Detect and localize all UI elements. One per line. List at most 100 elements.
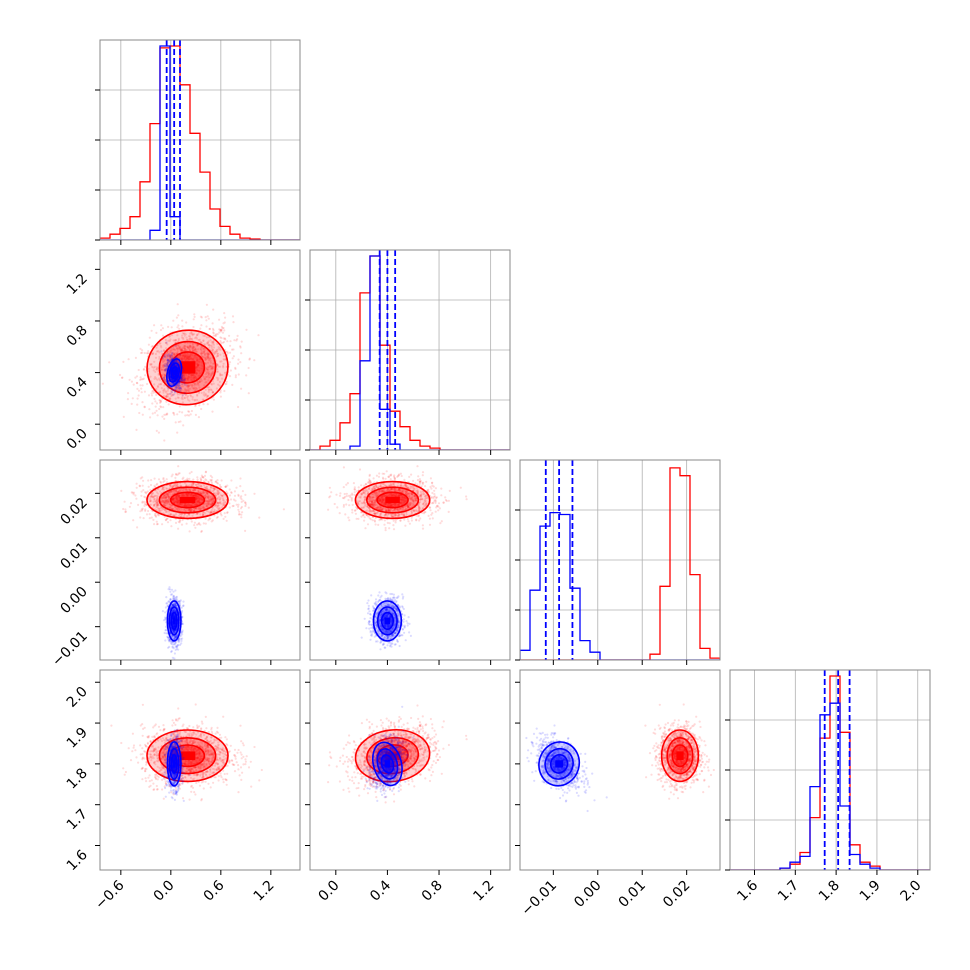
sample-point	[179, 346, 182, 349]
sample-point	[193, 509, 196, 512]
sample-point	[161, 523, 164, 526]
sample-point	[208, 364, 211, 367]
sample-point	[124, 508, 127, 511]
sample-point	[199, 484, 202, 487]
sample-point	[189, 505, 193, 508]
sample-point	[173, 393, 176, 396]
sample-point	[184, 333, 187, 336]
sample-point	[180, 359, 183, 362]
sample-point	[163, 353, 167, 356]
sample-point	[164, 413, 167, 416]
sample-point	[165, 356, 168, 359]
sample-point	[171, 484, 174, 488]
sample-point	[176, 350, 179, 353]
sample-point	[182, 374, 185, 378]
sample-point	[239, 507, 243, 510]
sample-point	[172, 382, 175, 385]
sample-point	[163, 495, 166, 498]
sample-point	[140, 391, 143, 394]
sample-point	[183, 495, 186, 498]
sample-point	[191, 385, 194, 388]
sample-point	[205, 325, 208, 328]
sample-point	[196, 512, 199, 515]
sample-point	[150, 329, 153, 332]
sample-point	[178, 386, 181, 389]
sample-point	[338, 494, 342, 497]
sample-point	[193, 354, 197, 357]
sample-point	[223, 371, 227, 374]
sample-point	[213, 487, 216, 490]
sample-point	[181, 383, 184, 386]
sample-point	[172, 374, 175, 377]
sample-point	[204, 378, 207, 381]
sample-point	[170, 334, 174, 337]
sample-point	[428, 523, 432, 526]
sample-point	[206, 501, 209, 504]
sample-point	[177, 337, 180, 340]
sample-point	[194, 488, 197, 491]
sample-point	[197, 499, 200, 502]
sample-point	[195, 387, 198, 390]
sample-point	[195, 333, 199, 336]
sample-point	[168, 398, 171, 401]
sample-point	[192, 488, 195, 491]
sample-point	[189, 345, 192, 348]
sample-point	[197, 384, 200, 387]
sample-point	[202, 491, 205, 494]
sample-point	[173, 348, 176, 351]
sample-point	[193, 375, 196, 378]
sample-point	[215, 376, 218, 379]
sample-point	[197, 363, 201, 366]
sample-point	[178, 507, 181, 510]
sample-point	[195, 497, 198, 501]
sample-point	[240, 352, 243, 355]
sample-point	[166, 493, 169, 496]
sample-point	[211, 490, 215, 493]
sample-point	[186, 345, 189, 348]
sample-point	[181, 398, 184, 401]
sample-point	[120, 376, 124, 379]
sample-point	[219, 348, 222, 351]
sample-point	[231, 505, 234, 508]
sample-point	[177, 384, 180, 388]
sample-point	[189, 346, 192, 349]
sample-point	[207, 496, 210, 499]
sample-point	[159, 342, 162, 345]
sample-point	[226, 484, 229, 487]
panel-grid	[310, 250, 510, 450]
sample-point	[207, 370, 210, 373]
sample-point	[150, 353, 154, 356]
sample-point	[180, 377, 183, 380]
sample-point	[212, 382, 215, 385]
sample-point	[207, 480, 210, 483]
sample-point	[191, 504, 194, 507]
sample-point	[170, 391, 173, 394]
sample-point	[205, 355, 208, 358]
sample-point	[187, 375, 190, 378]
sample-point	[172, 375, 175, 378]
sample-point	[166, 413, 169, 416]
sample-point	[200, 391, 203, 394]
sample-point	[145, 492, 148, 495]
sample-point	[228, 506, 231, 509]
sample-point	[205, 366, 208, 370]
sample-point	[139, 510, 142, 513]
sample-point	[222, 352, 225, 355]
sample-point	[198, 502, 201, 505]
sample-point	[168, 360, 171, 364]
sample-point	[139, 376, 142, 379]
sample-point	[206, 315, 209, 318]
sample-point	[235, 339, 238, 342]
sample-point	[143, 502, 146, 506]
sample-point	[197, 391, 201, 395]
sample-point	[182, 374, 185, 377]
sample-point	[207, 481, 210, 484]
sample-point	[178, 387, 181, 390]
sample-point	[171, 499, 174, 502]
sample-point	[175, 385, 179, 388]
sample-point	[167, 496, 170, 499]
sample-point	[179, 502, 182, 505]
sample-point	[345, 503, 348, 506]
sample-point	[233, 490, 236, 493]
sample-point	[128, 378, 131, 381]
